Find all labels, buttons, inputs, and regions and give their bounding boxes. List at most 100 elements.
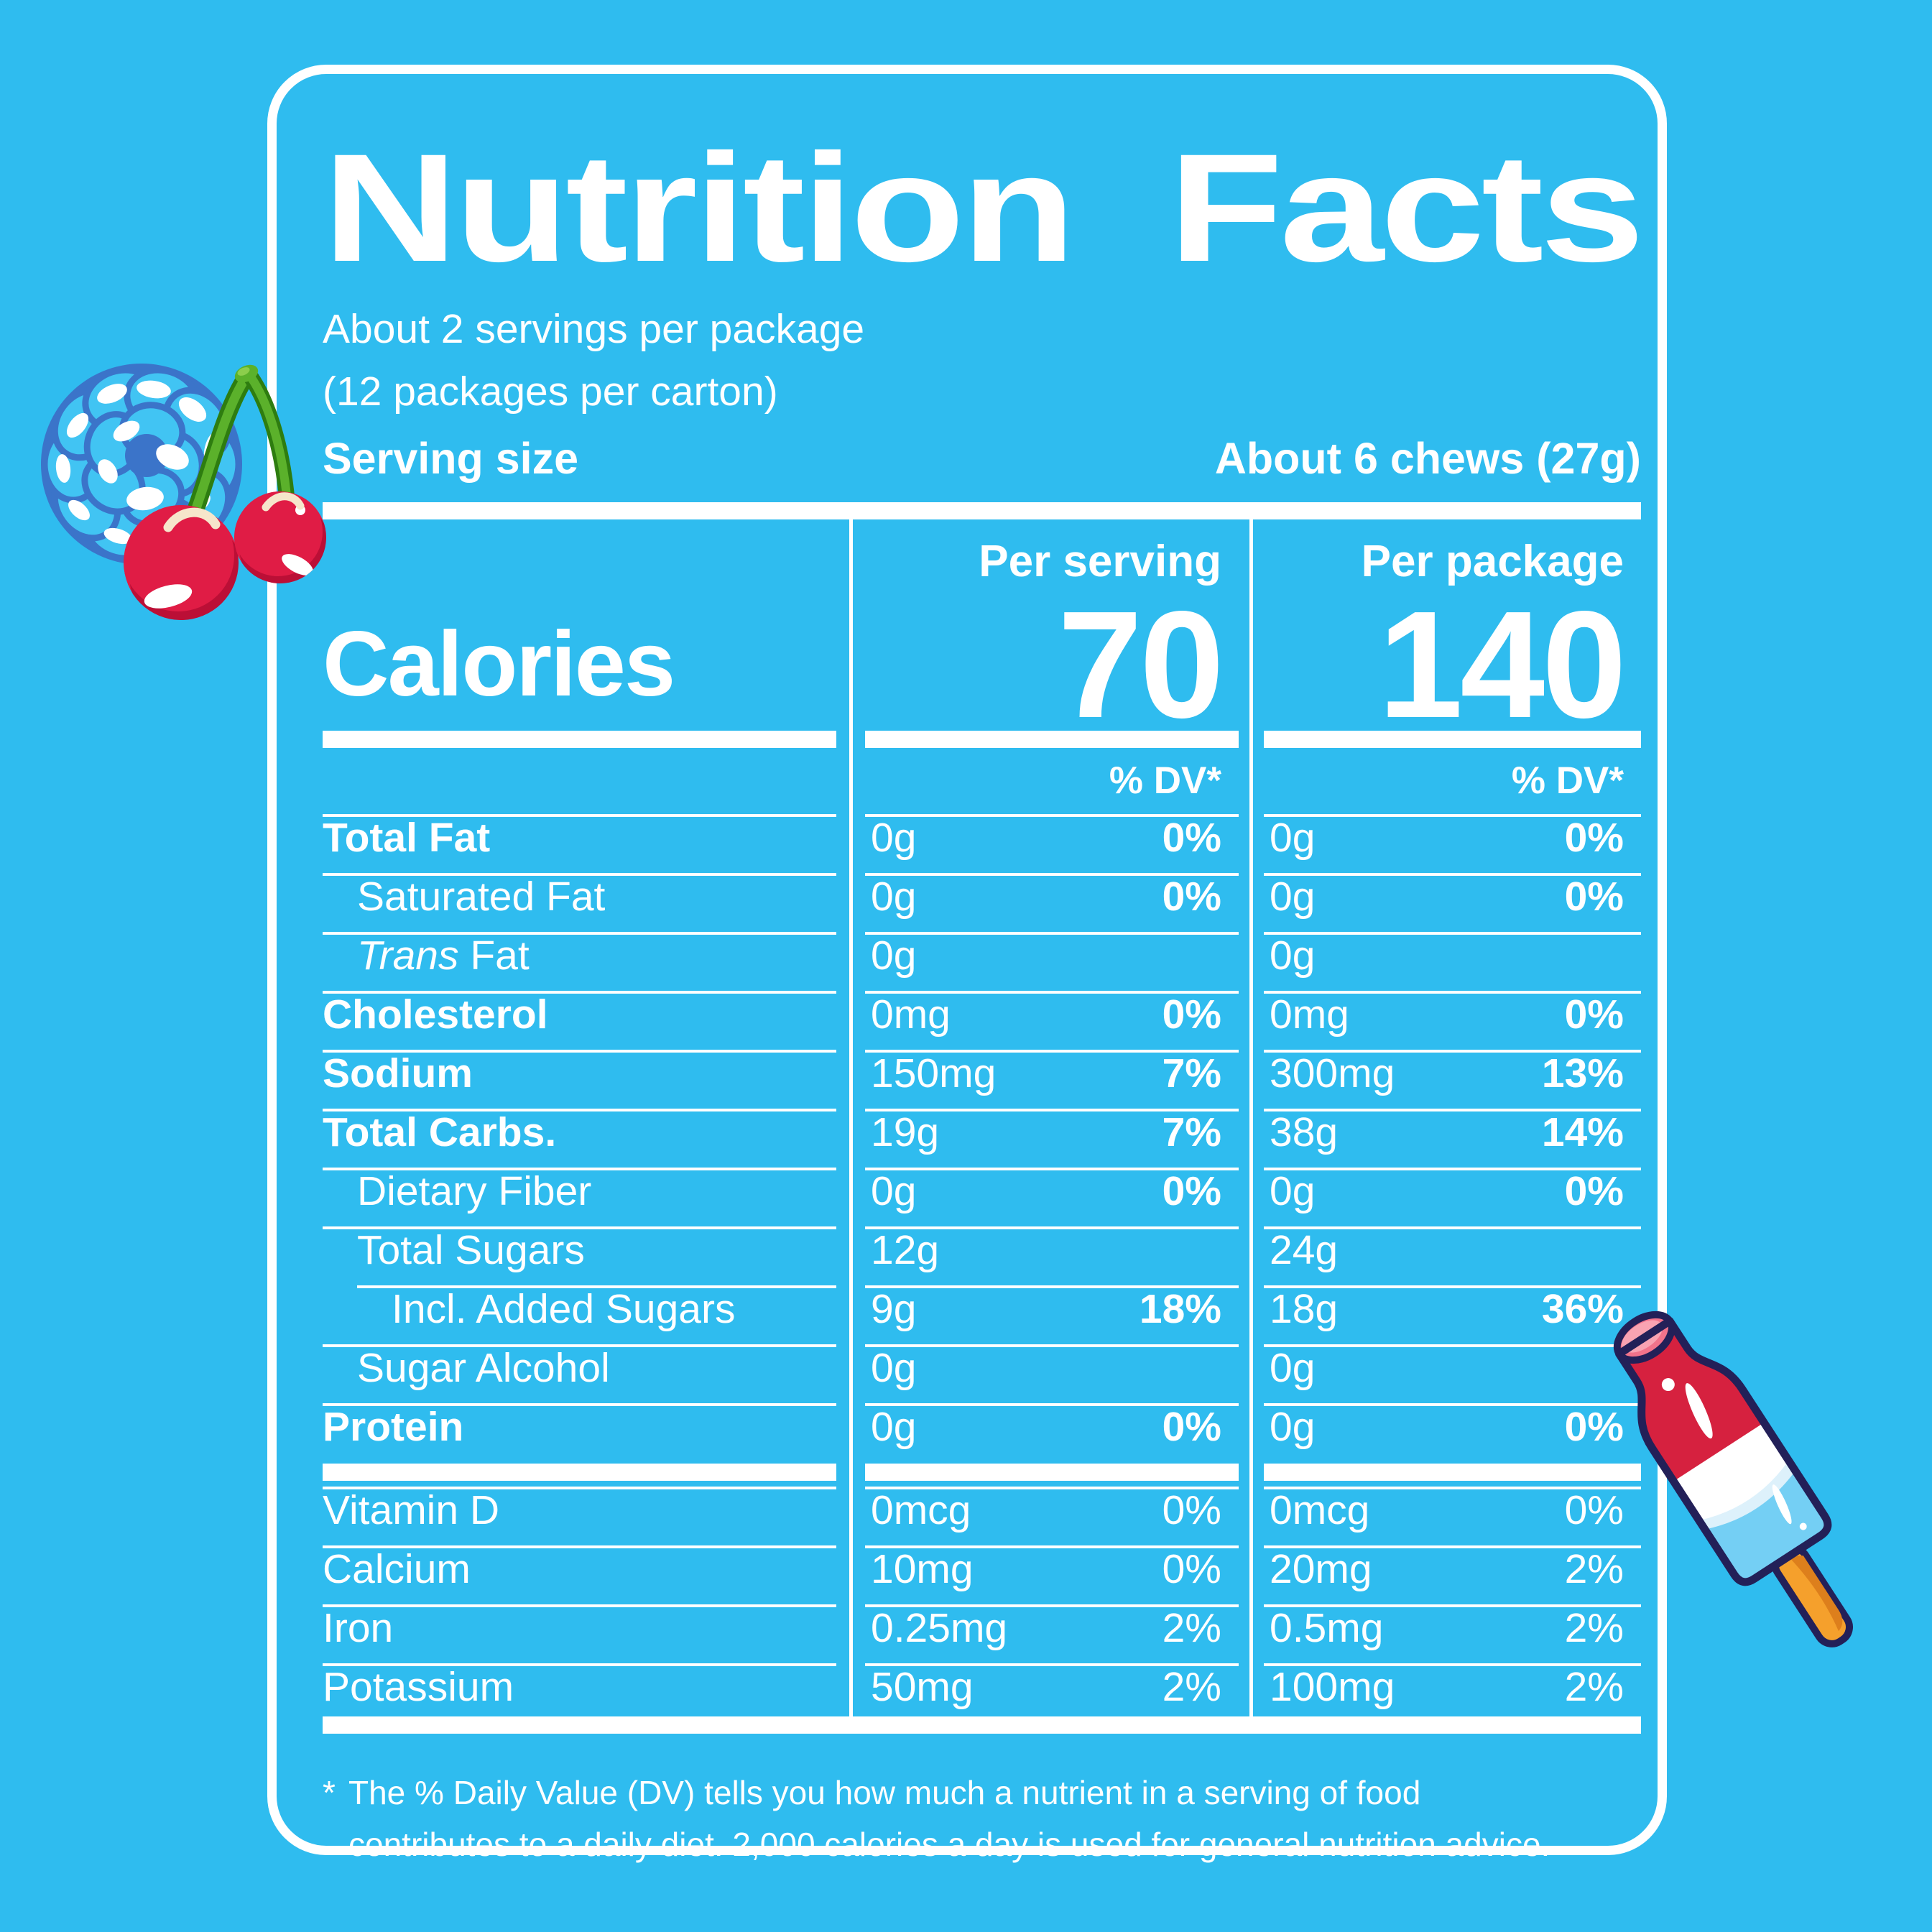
amount-value: 0.5mg (1270, 1604, 1384, 1651)
vitamin-rows: Vitamin D 0mcg 0% 0mcg 0% Calcium 10mg 0% 20mg 2%… (323, 1481, 1641, 1716)
nutrient-row: Iron 0.25mg 2% 0.5mg 2% (323, 1599, 1641, 1658)
title-word-facts: Facts (1168, 122, 1645, 294)
nutrient-row: Total Carbs. 19g 7% 38g 14% (323, 1103, 1641, 1162)
divider-bar-bottom (323, 1716, 1641, 1734)
page-title: Nutrition Facts (323, 122, 1645, 294)
nutrition-table: Per serving Per package Calories 70 140 … (323, 519, 1641, 1716)
amount-value: 0g (1270, 1403, 1316, 1450)
calories-per-package-value: 140 (1378, 578, 1627, 749)
percent-dv-value: 0% (1162, 1168, 1221, 1214)
nutrient-label: Cholesterol (323, 991, 548, 1037)
column-separator-2 (1249, 519, 1253, 1716)
amount-value: 0g (871, 814, 917, 861)
nutrient-row: Saturated Fat 0g 0% 0g 0% (323, 867, 1641, 926)
amount-value: 0g (871, 1168, 917, 1214)
amount-value: 0mg (1270, 991, 1349, 1037)
nutrient-row: Cholesterol 0mg 0% 0mg 0% (323, 985, 1641, 1044)
amount-value: 18g (1270, 1285, 1339, 1332)
percent-dv-value: 7% (1162, 1050, 1221, 1096)
packages-per-carton: (12 packages per carton) (323, 368, 778, 415)
serving-size-value: About 6 chews (27g) (1214, 433, 1641, 483)
amount-value: 10mg (871, 1545, 974, 1592)
nutrition-facts-panel: Nutrition Facts About 2 servings per pac… (267, 65, 1667, 1863)
percent-dv-value: 0% (1564, 991, 1624, 1037)
calories-label: Calories (323, 612, 675, 716)
footnote-text: The % Daily Value (DV) tells you how muc… (348, 1773, 1550, 1864)
servings-per-package: About 2 servings per package (323, 306, 865, 353)
column-header-per-serving: Per serving (979, 536, 1221, 586)
nutrient-row: Protein 0g 0% 0g 0% (323, 1397, 1641, 1456)
amount-value: 38g (1270, 1109, 1339, 1155)
nutrient-row: Trans Fat 0g 0g (323, 926, 1641, 985)
amount-value: 100mg (1270, 1663, 1395, 1710)
nutrient-label: Vitamin D (323, 1487, 500, 1533)
nutrient-row: Dietary Fiber 0g 0% 0g 0% (323, 1162, 1641, 1221)
serving-size-row: Serving size About 6 chews (27g) (323, 433, 1641, 484)
amount-value: 0g (871, 873, 917, 920)
daily-value-header-row: % DV* % DV* (323, 748, 1641, 808)
amount-value: 150mg (871, 1050, 997, 1096)
nutrient-row: Potassium 50mg 2% 100mg 2% (323, 1658, 1641, 1716)
percent-dv-value: 0% (1564, 1487, 1624, 1533)
column-headers-row: Per serving Per package (323, 519, 1641, 591)
nutrient-row: Calcium 10mg 0% 20mg 2% (323, 1540, 1641, 1599)
nutrient-label: Sodium (323, 1050, 473, 1096)
amount-value: 0.25mg (871, 1604, 1008, 1651)
percent-dv-value: 0% (1162, 1403, 1221, 1450)
percent-dv-value: 2% (1564, 1604, 1624, 1651)
amount-value: 0g (871, 1344, 917, 1391)
amount-value: 300mg (1270, 1050, 1395, 1096)
nutrient-label: Iron (323, 1604, 394, 1651)
percent-dv-value: 0% (1564, 1403, 1624, 1450)
cherries-icon (124, 364, 326, 620)
percent-dv-value: 18% (1139, 1285, 1221, 1332)
percent-dv-value: 0% (1162, 1487, 1221, 1533)
amount-value: 0g (1270, 873, 1316, 920)
nutrient-label: Potassium (323, 1663, 514, 1710)
amount-value: 0g (871, 1403, 917, 1450)
amount-value: 0g (871, 932, 917, 979)
divider-bar-top (323, 502, 1641, 519)
nutrient-row: Incl. Added Sugars 9g 18% 18g 36% (323, 1280, 1641, 1339)
nutrient-row: Sugar Alcohol 0g 0g (323, 1339, 1641, 1397)
nutrient-label: Protein (323, 1403, 464, 1450)
nutrient-label: Total Fat (323, 814, 491, 861)
calories-per-serving-value: 70 (1058, 578, 1224, 749)
footnote-asterisk: * (323, 1773, 336, 1811)
amount-value: 24g (1270, 1226, 1339, 1273)
rocket-popsicle-illustration (1613, 1311, 1853, 1647)
nutrient-rows: Total Fat 0g 0% 0g 0% Saturated Fat 0g 0% 0g 0% Tr… (323, 808, 1641, 1456)
amount-value: 9g (871, 1285, 917, 1332)
percent-dv-value: 13% (1541, 1050, 1624, 1096)
dv-header-per-serving: % DV* (1109, 759, 1221, 802)
divider-bar-protein (323, 1463, 1641, 1481)
nutrient-row: Total Fat 0g 0% 0g 0% (323, 808, 1641, 867)
amount-value: 19g (871, 1109, 940, 1155)
amount-value: 12g (871, 1226, 940, 1273)
amount-value: 0g (1270, 814, 1316, 861)
percent-dv-value: 7% (1162, 1109, 1221, 1155)
dv-header-per-package: % DV* (1511, 759, 1624, 802)
amount-value: 0g (1270, 932, 1316, 979)
daily-value-footnote: * The % Daily Value (DV) tells you how m… (323, 1767, 1641, 1871)
nutrient-label: Total Sugars (357, 1226, 585, 1273)
divider-bar-calories (323, 730, 1641, 748)
calories-row: Calories 70 140 (323, 578, 1641, 749)
nutrient-label: Saturated Fat (357, 873, 606, 920)
title-word-nutrition: Nutrition (323, 122, 1076, 294)
column-header-per-package: Per package (1361, 536, 1624, 586)
percent-dv-value: 0% (1162, 1545, 1221, 1592)
amount-value: 20mg (1270, 1545, 1372, 1592)
nutrient-label: Total Carbs. (323, 1109, 557, 1155)
percent-dv-value: 0% (1162, 814, 1221, 861)
blue-raspberry-cherries-illustration (41, 364, 326, 620)
percent-dv-value: 2% (1162, 1604, 1221, 1651)
nutrient-label: Sugar Alcohol (357, 1344, 610, 1391)
percent-dv-value: 0% (1564, 873, 1624, 920)
nutrient-row: Sodium 150mg 7% 300mg 13% (323, 1044, 1641, 1103)
amount-value: 0mcg (1270, 1487, 1370, 1533)
percent-dv-value: 2% (1564, 1545, 1624, 1592)
percent-dv-value: 0% (1564, 1168, 1624, 1214)
nutrient-row: Total Sugars 12g 24g (323, 1221, 1641, 1280)
percent-dv-value: 0% (1162, 873, 1221, 920)
